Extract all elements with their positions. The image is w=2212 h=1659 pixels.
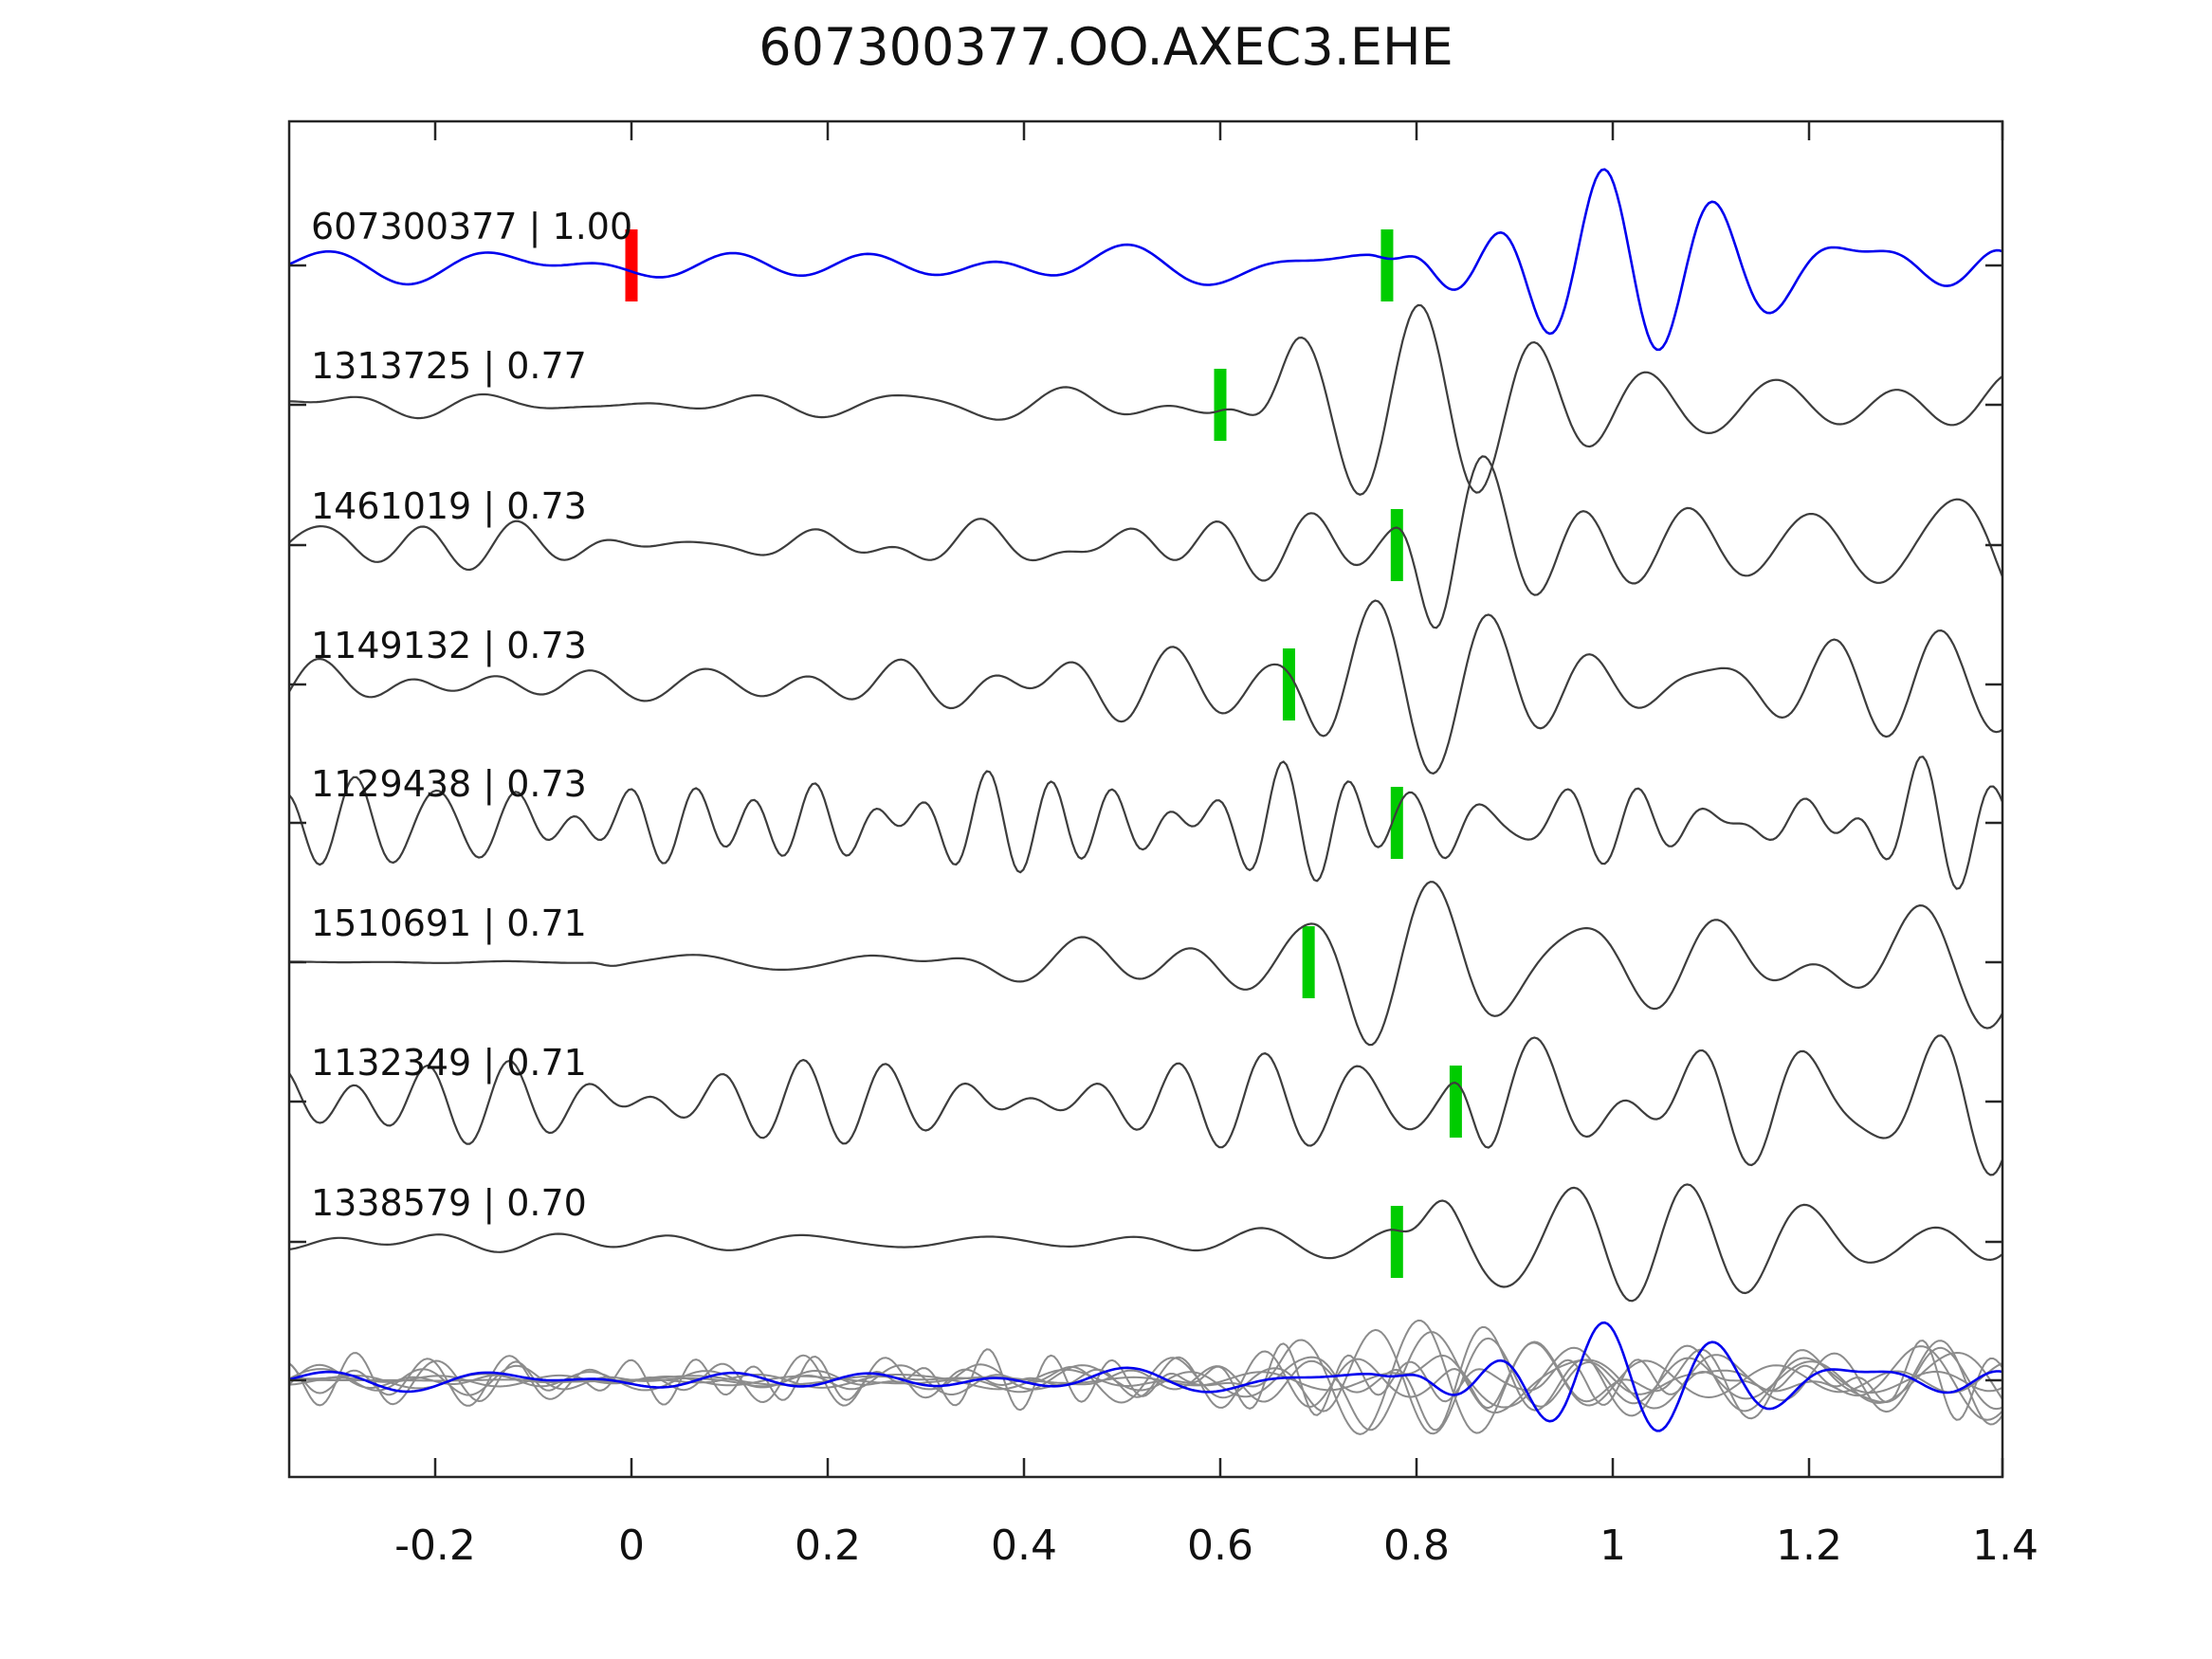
overlay-trace-template (289, 1321, 2002, 1432)
x-tick-label: 0.8 (1383, 1522, 1450, 1570)
trace-1129438 (289, 756, 2002, 890)
trace-1461019 (289, 455, 2002, 629)
origin-marker-607300377 (625, 229, 638, 301)
x-tick-label: 1.2 (1776, 1522, 1842, 1570)
overlay-trace-1149132 (289, 1328, 2002, 1435)
trace-label-1338579: 1338579 | 0.70 (311, 1182, 587, 1225)
overlay-trace-1338579 (289, 1344, 2002, 1417)
pick-marker-1132349 (1449, 1066, 1462, 1138)
overlay-trace-1313725 (289, 1319, 2002, 1435)
pick-marker-1461019 (1390, 509, 1403, 581)
figure-title: 607300377.OO.AXEC3.EHE (759, 17, 1453, 77)
pick-marker-1149132 (1282, 648, 1295, 720)
overlay-trace-1461019 (289, 1325, 2002, 1431)
x-tick-label: -0.2 (394, 1522, 476, 1570)
x-tick-label: 0.2 (795, 1522, 861, 1570)
pick-marker-1313725 (1214, 369, 1227, 441)
trace-label-1461019: 1461019 | 0.73 (311, 485, 587, 528)
trace-label-1129438: 1129438 | 0.73 (311, 763, 587, 806)
trace-1313725 (289, 303, 2002, 496)
pick-marker-607300377 (1380, 229, 1394, 301)
pick-marker-1510691 (1302, 926, 1315, 998)
trace-1149132 (289, 599, 2002, 775)
trace-1510691 (289, 881, 2002, 1047)
x-tick-label: 1 (1600, 1522, 1626, 1570)
x-tick-label: 0.6 (1187, 1522, 1253, 1570)
axis-ticks (289, 121, 2004, 1477)
trace-label-1149132: 1149132 | 0.73 (311, 625, 587, 667)
x-tick-label: 1.4 (1972, 1522, 2038, 1570)
trace-label-607300377: 607300377 | 1.00 (311, 206, 632, 248)
trace-label-1510691: 1510691 | 0.71 (311, 902, 587, 945)
plot-border (287, 119, 2004, 1479)
trace-1132349 (289, 1034, 2002, 1176)
x-tick-label: 0.4 (991, 1522, 1057, 1570)
trace-1338579 (289, 1183, 2002, 1303)
plot-area (289, 168, 2002, 1435)
overlay-trace-1132349 (289, 1340, 2002, 1426)
x-tick-label: 0 (618, 1522, 645, 1570)
pick-marker-1338579 (1390, 1206, 1403, 1278)
trace-607300377 (289, 168, 2002, 352)
trace-label-1313725: 1313725 | 0.77 (311, 345, 587, 388)
trace-label-1132349: 1132349 | 0.71 (311, 1042, 587, 1085)
